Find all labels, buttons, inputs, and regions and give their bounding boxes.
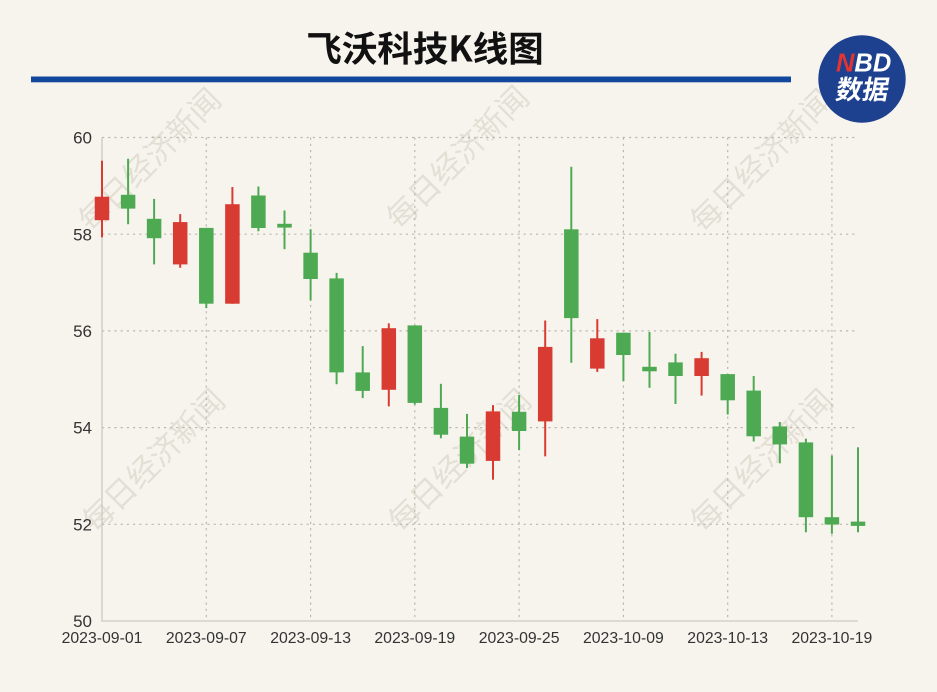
svg-text:2023-09-19: 2023-09-19 (374, 630, 455, 647)
svg-text:2023-09-25: 2023-09-25 (479, 630, 560, 647)
svg-text:2023-09-07: 2023-09-07 (166, 630, 247, 647)
svg-text:2023-09-01: 2023-09-01 (62, 630, 143, 647)
svg-text:2023-10-09: 2023-10-09 (583, 630, 664, 647)
svg-text:52: 52 (73, 515, 92, 534)
svg-text:50: 50 (73, 612, 92, 631)
svg-text:NBD: NBD (836, 50, 891, 78)
svg-text:2023-10-19: 2023-10-19 (791, 630, 872, 647)
svg-text:2023-09-13: 2023-09-13 (270, 630, 351, 647)
svg-text:58: 58 (73, 225, 92, 244)
svg-text:2023-10-13: 2023-10-13 (687, 630, 768, 647)
svg-text:54: 54 (73, 419, 92, 438)
svg-text:56: 56 (73, 322, 92, 341)
svg-text:60: 60 (73, 129, 92, 148)
